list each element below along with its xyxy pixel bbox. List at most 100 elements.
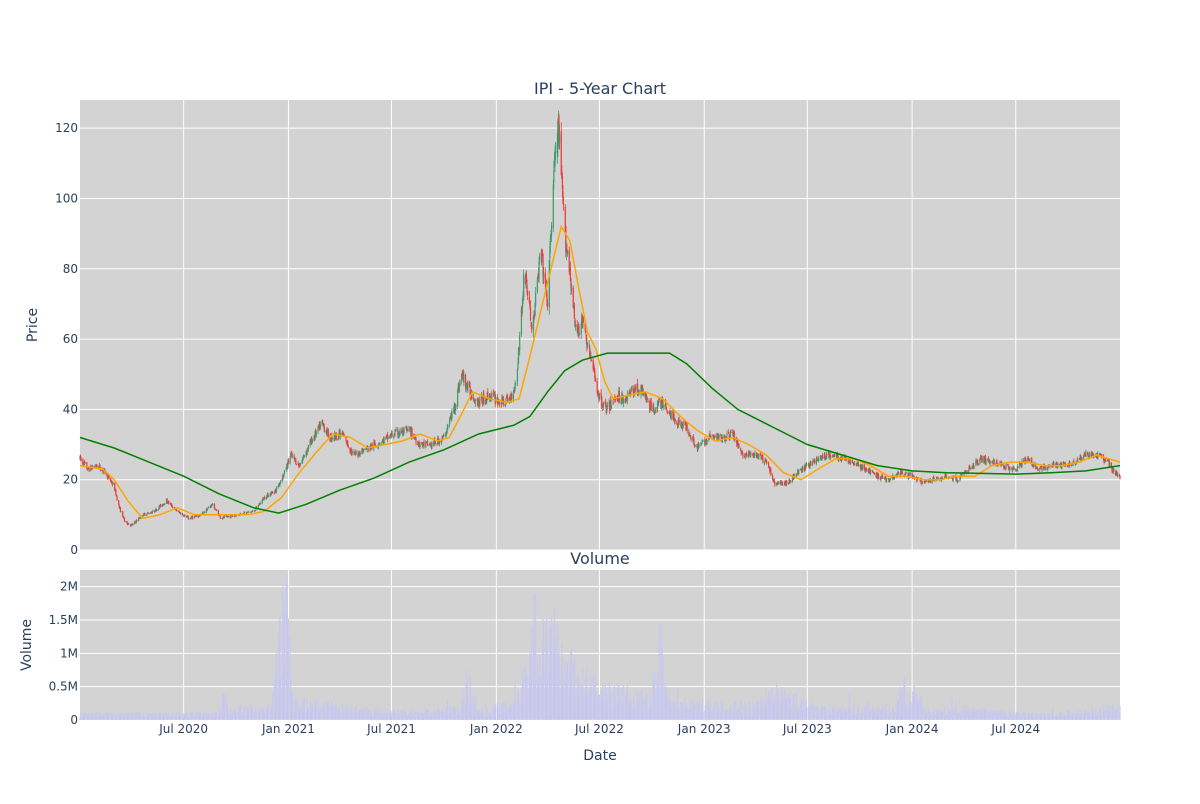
- candle-body: [831, 456, 833, 458]
- candle-body: [313, 436, 315, 441]
- candle-body: [545, 280, 547, 283]
- volume-bar: [795, 693, 798, 720]
- candle-body: [798, 470, 800, 474]
- volume-bar: [641, 689, 643, 720]
- candle-body: [1081, 457, 1083, 460]
- candle-body: [658, 398, 660, 400]
- candle-body: [543, 274, 545, 280]
- candle-body: [565, 226, 567, 253]
- volume-bar: [794, 694, 796, 720]
- candle-body: [1106, 460, 1109, 462]
- candle-body: [689, 435, 692, 439]
- volume-bar: [985, 708, 987, 720]
- candle-body: [139, 517, 141, 519]
- candle-body: [520, 308, 523, 335]
- volume-bar: [455, 714, 457, 720]
- candle-body: [385, 436, 387, 438]
- price-y-axis-title: Price: [25, 308, 41, 342]
- candle-body: [928, 479, 930, 482]
- candle-body: [666, 410, 668, 413]
- candle-body: [752, 453, 754, 456]
- volume-bar: [602, 700, 605, 720]
- volume-bar: [754, 704, 756, 720]
- volume-bar: [876, 707, 878, 720]
- volume-bar: [618, 691, 620, 720]
- candle-body: [614, 399, 616, 401]
- candle-body: [746, 454, 748, 457]
- volume-bar: [371, 714, 373, 720]
- x-tick-label: Jul 2024: [990, 722, 1040, 736]
- volume-bar: [457, 707, 459, 720]
- volume-bar: [917, 700, 919, 720]
- volume-bar: [192, 711, 194, 720]
- candle-body: [724, 439, 726, 441]
- volume-bar: [594, 682, 597, 720]
- candle-body: [193, 516, 196, 519]
- volume-bar: [267, 704, 270, 720]
- candle-body: [363, 449, 365, 452]
- candle-body: [373, 441, 376, 444]
- candle-body: [387, 436, 389, 439]
- volume-bar: [557, 635, 559, 720]
- volume-bar: [423, 715, 425, 720]
- candle-body: [251, 511, 253, 513]
- candle-body: [606, 406, 608, 412]
- candle-body: [275, 487, 278, 492]
- volume-bar: [160, 713, 162, 720]
- candle-body: [1107, 459, 1109, 461]
- volume-bar: [782, 698, 784, 720]
- volume-bar: [244, 706, 246, 720]
- candle-body: [977, 463, 979, 465]
- volume-bar: [963, 705, 966, 720]
- candle-body: [612, 400, 614, 405]
- volume-bar: [674, 703, 676, 720]
- volume-bar: [1109, 705, 1111, 720]
- candle-body: [1031, 458, 1033, 464]
- candle-body: [422, 445, 424, 446]
- volume-bar: [604, 683, 606, 720]
- candle-body: [474, 402, 476, 404]
- volume-bar: [941, 711, 943, 720]
- candle-body: [931, 479, 933, 484]
- candle-body: [435, 443, 437, 445]
- candle-body: [154, 511, 156, 513]
- volume-bar: [283, 599, 286, 720]
- candle-body: [900, 470, 902, 472]
- candle-body: [219, 515, 221, 518]
- candle-body: [373, 442, 375, 449]
- candle-body: [419, 444, 421, 447]
- candle-body: [505, 395, 508, 398]
- candle-body: [617, 397, 619, 401]
- candle-body: [267, 493, 269, 497]
- volume-bar: [1031, 712, 1033, 720]
- candle-body: [625, 397, 627, 401]
- candle-body: [786, 481, 788, 484]
- candle-body: [634, 387, 636, 392]
- candle-body: [729, 431, 732, 437]
- candle-body: [1013, 467, 1015, 470]
- volume-bar: [228, 714, 230, 720]
- volume-bar: [981, 711, 983, 720]
- price-plot-area: [80, 100, 1120, 550]
- candle-body: [889, 479, 891, 482]
- candle-body: [398, 434, 401, 435]
- candle-body: [640, 385, 642, 396]
- candle-body: [676, 421, 678, 425]
- volume-bar: [394, 710, 396, 720]
- candle-body: [924, 480, 926, 483]
- candle-body: [824, 456, 827, 460]
- volume-bar: [848, 692, 851, 720]
- volume-bar: [341, 703, 343, 720]
- candle-body: [750, 453, 752, 456]
- volume-bar: [912, 691, 914, 720]
- volume-bar: [937, 708, 939, 720]
- candle-body: [1023, 459, 1025, 463]
- candle-body: [374, 445, 377, 446]
- candle-body: [254, 509, 257, 511]
- volume-bar: [732, 705, 734, 720]
- candle-body: [208, 507, 210, 509]
- candle-body: [434, 442, 436, 444]
- volume-bar: [366, 706, 368, 720]
- candle-body: [502, 396, 504, 402]
